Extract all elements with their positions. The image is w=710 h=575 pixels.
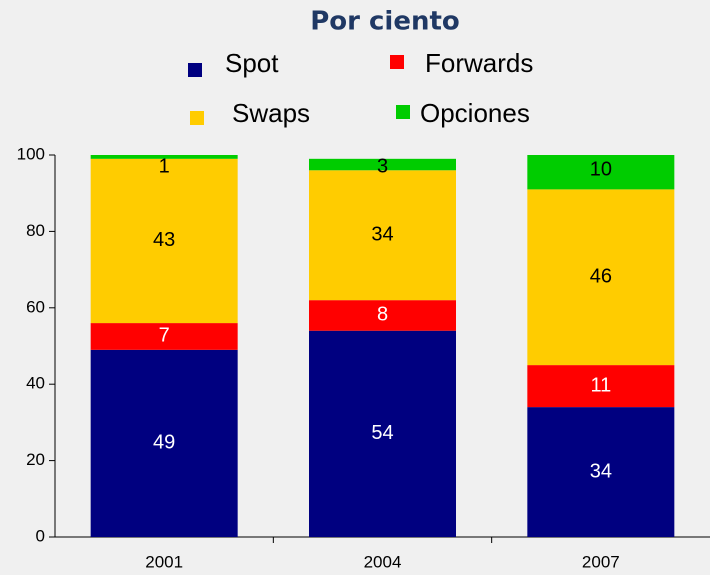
data-label: 34 bbox=[590, 460, 612, 482]
legend-label: Swaps bbox=[232, 98, 310, 128]
legend-swatch bbox=[390, 55, 404, 69]
data-label: 54 bbox=[371, 422, 393, 444]
data-label: 46 bbox=[590, 266, 612, 288]
bar-segment bbox=[309, 170, 456, 301]
legend-label: Opciones bbox=[420, 98, 530, 128]
bar-segment bbox=[527, 365, 675, 408]
y-tick-label: 40 bbox=[26, 374, 45, 393]
y-tick-label: 60 bbox=[26, 297, 45, 316]
data-label: 43 bbox=[153, 229, 175, 251]
data-label: 11 bbox=[590, 374, 611, 396]
x-tick-label: 2007 bbox=[582, 552, 620, 571]
data-label: 34 bbox=[371, 224, 393, 246]
legend-label: Forwards bbox=[425, 48, 533, 78]
data-label: 49 bbox=[153, 432, 175, 454]
y-tick-label: 20 bbox=[26, 450, 45, 469]
bar-segment bbox=[309, 330, 456, 537]
data-label: 3 bbox=[377, 155, 388, 177]
legend-swatch bbox=[190, 111, 204, 125]
bar-segment bbox=[90, 158, 238, 324]
legend-label: Spot bbox=[225, 48, 279, 78]
chart-title: Por ciento bbox=[310, 7, 460, 37]
bar-segment bbox=[527, 155, 675, 190]
bars bbox=[90, 155, 675, 537]
bar-segment bbox=[309, 158, 456, 171]
data-label: 7 bbox=[159, 325, 170, 347]
data-label: 1 bbox=[159, 155, 170, 177]
bar-segment bbox=[527, 189, 675, 366]
data-label: 10 bbox=[590, 159, 612, 181]
bar-segment bbox=[309, 300, 456, 331]
x-tick-label: 2004 bbox=[364, 552, 402, 571]
bar-segment bbox=[90, 155, 238, 159]
y-tick-label: 0 bbox=[36, 526, 45, 545]
bar-segment bbox=[90, 349, 238, 537]
legend-swatch bbox=[188, 63, 202, 77]
y-tick-label: 80 bbox=[26, 221, 45, 240]
bar-segment bbox=[527, 407, 675, 537]
bar-segment bbox=[90, 323, 238, 350]
legend-swatch bbox=[396, 105, 410, 119]
data-label: 8 bbox=[377, 304, 388, 326]
x-tick-label: 2001 bbox=[145, 552, 183, 571]
y-tick-label: 100 bbox=[17, 144, 45, 163]
